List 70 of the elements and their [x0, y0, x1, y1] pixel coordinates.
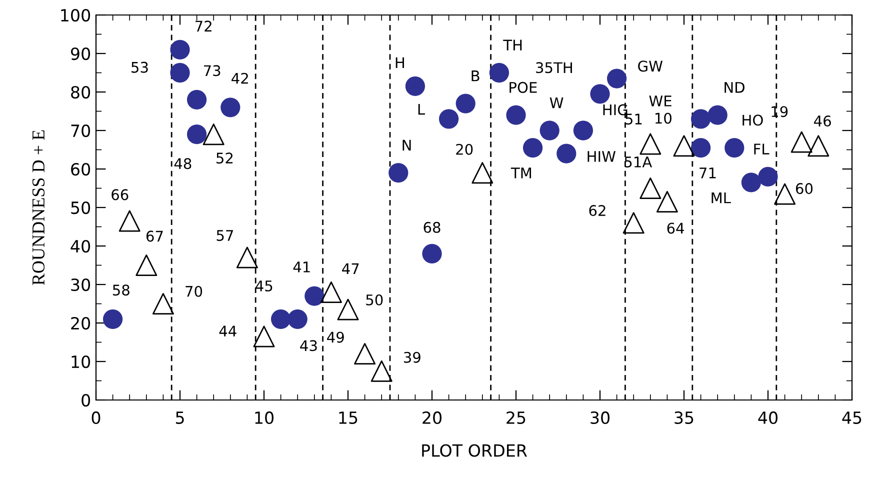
y-tick-label: 60 — [71, 162, 90, 176]
annotation: 66 — [112, 189, 128, 200]
annotation: WE — [649, 96, 672, 106]
annotation: HIG — [603, 104, 628, 116]
annotation: 57 — [216, 230, 234, 241]
annotation: 35TH — [536, 62, 572, 74]
annotation: 48 — [174, 158, 192, 170]
annotation: POE — [510, 82, 537, 93]
annotation: 50 — [366, 294, 383, 306]
y-tick-label: 50 — [71, 201, 90, 214]
annotation: 10 — [655, 112, 672, 124]
x-tick-label: 0 — [92, 411, 100, 424]
x-tick-label: 10 — [255, 411, 274, 424]
x-tick-label: 20 — [422, 411, 442, 424]
annotation: 51 — [626, 114, 642, 125]
y-tick-label: 10 — [72, 355, 90, 368]
annotation: GW — [638, 60, 663, 72]
annotation: 39 — [404, 352, 420, 363]
y-tick-label: 80 — [71, 86, 90, 99]
annotation: 45 — [256, 280, 272, 292]
annotation: B — [472, 70, 480, 82]
annotation: 73 — [204, 65, 220, 76]
annotation: 47 — [342, 263, 359, 274]
y-tick-label: 20 — [71, 316, 90, 330]
annotation: 49 — [327, 332, 344, 343]
annotation: 70 — [186, 286, 202, 297]
annotation: L — [418, 104, 426, 115]
annotation: 41 — [293, 262, 310, 272]
annotation: 53 — [132, 62, 148, 73]
annotation: 60 — [796, 183, 813, 194]
annotation: 46 — [814, 115, 831, 127]
annotation: 64 — [667, 222, 684, 234]
annotation: N — [402, 140, 411, 150]
y-axis-title: ROUNDNESS D + E — [32, 130, 45, 286]
annotation: W — [550, 98, 564, 108]
annotation: TM — [510, 168, 532, 178]
annotation: HIW — [588, 151, 616, 162]
x-tick-label: 25 — [506, 411, 526, 424]
annotation: H — [396, 57, 404, 68]
annotation: 58 — [112, 284, 130, 296]
annotation: 72 — [196, 20, 212, 32]
x-tick-label: 40 — [758, 411, 778, 424]
annotation: TH — [503, 40, 522, 50]
y-tick-label: 40 — [70, 240, 90, 253]
x-axis-title: PLOT ORDER — [422, 444, 528, 457]
y-tick-label: 30 — [71, 278, 90, 292]
x-tick-label: 35 — [674, 411, 694, 424]
annotation: FL — [754, 144, 770, 154]
x-tick-label: 45 — [842, 412, 862, 424]
annotation: 67 — [146, 230, 163, 242]
annotation: ND — [724, 82, 744, 93]
x-tick-label: 15 — [339, 412, 358, 424]
annotation: 68 — [424, 222, 440, 233]
annotation: 71 — [700, 168, 716, 178]
y-tick-label: 90 — [70, 47, 90, 60]
annotation: 51A — [624, 156, 652, 168]
x-tick-label: 5 — [176, 412, 184, 424]
x-tick-label: 30 — [590, 411, 610, 424]
annotation: 19 — [772, 106, 788, 118]
annotation: 44 — [219, 326, 236, 336]
annotation: 43 — [300, 340, 317, 352]
y-tick-label: 0 — [82, 394, 90, 407]
y-tick-label: 70 — [71, 124, 90, 138]
annotation: 52 — [216, 152, 233, 164]
y-tick-label: 100 — [61, 8, 90, 22]
annotation: 62 — [589, 204, 606, 216]
annotation: HO — [742, 114, 763, 126]
annotation: 42 — [232, 72, 248, 84]
annotation: 20 — [456, 144, 473, 155]
annotation: ML — [712, 192, 731, 204]
